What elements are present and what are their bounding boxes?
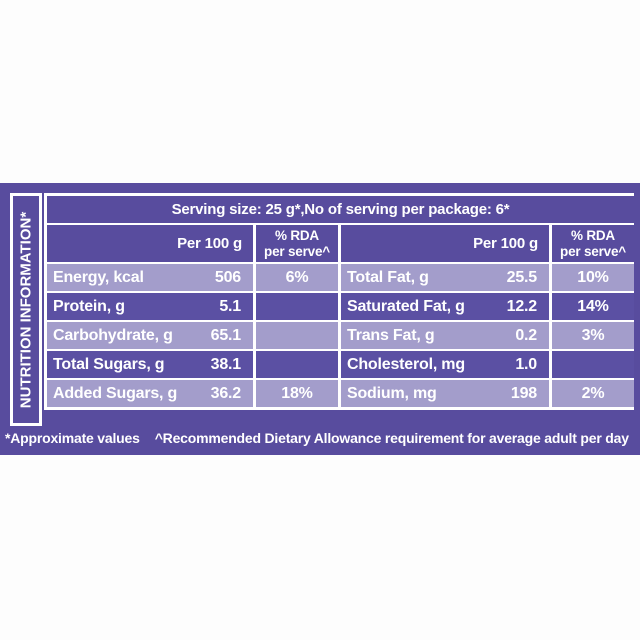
nutrient-value: 36.2 [210,384,242,402]
nutrient-value: 5.1 [219,297,241,315]
serving-size-row: Serving size: 25 g*,No of serving per pa… [47,196,634,223]
nutrient-value: 12.2 [506,297,538,315]
nutrient-rda: 14% [552,293,634,320]
table-row-cell: Carbohydrate, g 65.1 [47,322,253,349]
footnote-rda-definition: ^Recommended Dietary Allowance requireme… [154,430,629,446]
nutrient-name: Total Sugars, g [53,355,165,373]
nutrient-value: 65.1 [210,326,242,344]
side-label-cell: NUTRITION INFORMATION* [10,193,42,426]
nutrient-rda: 3% [552,322,634,349]
table-row-cell: Cholesterol, mg 1.0 [341,351,549,378]
footnote-row: *Approximate values ^Recommended Dietary… [5,426,636,450]
nutrient-rda [552,351,634,378]
table-row-cell: Added Sugars, g 36.2 [47,380,253,407]
nutrient-name: Added Sugars, g [53,384,178,402]
nutrient-name: Saturated Fat, g [347,297,465,315]
nutrient-value: 38.1 [210,355,242,373]
nutrient-name: Trans Fat, g [347,326,435,344]
nutrient-rda: 2% [552,380,634,407]
nutrient-name: Carbohydrate, g [53,326,173,344]
nutrient-rda: 6% [256,264,338,291]
col-header-rda-left: % RDA per serve^ [256,225,338,262]
nutrient-value: 0.2 [515,326,537,344]
col-header-rda-left-line1: % RDA [274,228,319,244]
nutrient-value: 198 [510,384,537,402]
table-row-cell: Total Sugars, g 38.1 [47,351,253,378]
col-header-rda-right-line1: % RDA [570,228,615,244]
nutrition-label-band: NUTRITION INFORMATION* Serving size: 25 … [0,183,640,455]
col-header-rda-right: % RDA per serve^ [552,225,634,262]
col-header-rda-left-line2: per serve^ [264,243,330,259]
table-row-cell: Protein, g 5.1 [47,293,253,320]
nutrient-rda: 10% [552,264,634,291]
nutrient-rda [256,293,338,320]
col-header-per100-right: Per 100 g [341,225,549,262]
table-row-cell: Total Fat, g 25.5 [341,264,549,291]
col-header-rda-right-line2: per serve^ [560,243,626,259]
nutrient-name: Energy, kcal [53,268,144,286]
nutrient-value: 25.5 [506,268,538,286]
side-label-text: NUTRITION INFORMATION* [17,211,35,408]
nutrient-name: Cholesterol, mg [347,355,465,373]
nutrient-name: Sodium, mg [347,384,437,402]
nutrient-value: 506 [214,268,241,286]
table-row-cell: Sodium, mg 198 [341,380,549,407]
col-header-per100-left: Per 100 g [47,225,253,262]
table-row-cell: Saturated Fat, g 12.2 [341,293,549,320]
nutrient-rda [256,351,338,378]
nutrient-name: Total Fat, g [347,268,429,286]
nutrition-table: Serving size: 25 g*,No of serving per pa… [44,193,634,410]
nutrient-name: Protein, g [53,297,125,315]
nutrient-rda [256,322,338,349]
table-row-cell: Energy, kcal 506 [47,264,253,291]
footnote-approximate-values: *Approximate values [5,430,140,446]
table-row-cell: Trans Fat, g 0.2 [341,322,549,349]
nutrient-rda: 18% [256,380,338,407]
nutrient-value: 1.0 [515,355,537,373]
